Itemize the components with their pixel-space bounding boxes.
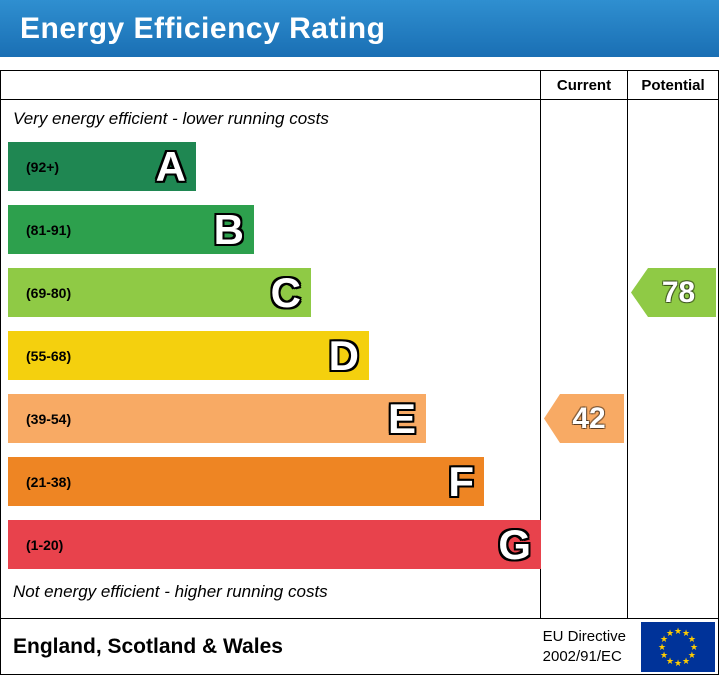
band-b-letter: B bbox=[213, 205, 244, 253]
svg-text:★: ★ bbox=[660, 651, 668, 661]
region-label: England, Scotland & Wales bbox=[13, 634, 283, 658]
eu-flag-icon: ★ ★ ★ ★ ★ ★ ★ ★ ★ ★ ★ ★ bbox=[641, 621, 715, 672]
band-c-range: (69-80) bbox=[26, 284, 72, 301]
svg-text:★: ★ bbox=[690, 643, 698, 653]
band-g-bar: (1-20) G bbox=[8, 520, 541, 569]
top-note: Very energy efficient - lower running co… bbox=[13, 109, 329, 128]
svg-text:★: ★ bbox=[688, 635, 696, 645]
band-g-range: (1-20) bbox=[26, 536, 64, 553]
current-column-header: Current bbox=[540, 71, 627, 99]
band-b-bar: (81-91) B bbox=[8, 205, 254, 254]
page-title: Energy Efficiency Rating bbox=[20, 11, 386, 45]
band-a-letter: A bbox=[155, 142, 186, 190]
band-e-range: (39-54) bbox=[26, 410, 72, 427]
svg-text:★: ★ bbox=[674, 627, 682, 637]
band-c-letter: C bbox=[270, 268, 301, 316]
band-f-letter: F bbox=[448, 457, 474, 505]
band-d-letter: D bbox=[328, 331, 359, 379]
band-e-bar: (39-54) E bbox=[8, 394, 426, 443]
epc-chart: Current Potential Very energy efficient … bbox=[0, 70, 719, 675]
band-e-letter: E bbox=[387, 394, 416, 442]
band-f-range: (21-38) bbox=[26, 473, 72, 490]
band-d-range: (55-68) bbox=[26, 347, 72, 364]
potential-rating-pointer: 78 bbox=[631, 268, 716, 317]
band-f-bar: (21-38) F bbox=[8, 457, 484, 506]
svg-text:★: ★ bbox=[666, 656, 674, 666]
bottom-note: Not energy efficient - higher running co… bbox=[13, 582, 328, 601]
current-rating-value: 42 bbox=[572, 401, 606, 435]
svg-text:★: ★ bbox=[666, 629, 674, 639]
svg-text:★: ★ bbox=[658, 643, 666, 653]
eu-directive-label: EU Directive 2002/91/EC bbox=[543, 627, 626, 666]
svg-text:★: ★ bbox=[682, 629, 690, 639]
svg-text:★: ★ bbox=[682, 656, 690, 666]
potential-column-divider bbox=[627, 100, 628, 618]
chart-body: Very energy efficient - lower running co… bbox=[1, 100, 718, 619]
band-c-bar: (69-80) C bbox=[8, 268, 311, 317]
title-banner: Energy Efficiency Rating bbox=[0, 0, 719, 57]
potential-column-header: Potential bbox=[627, 71, 718, 99]
svg-text:★: ★ bbox=[660, 635, 668, 645]
current-rating-pointer: 42 bbox=[544, 394, 624, 443]
svg-text:★: ★ bbox=[688, 651, 696, 661]
band-a-range: (92+) bbox=[26, 158, 60, 175]
band-b-range: (81-91) bbox=[26, 221, 72, 238]
column-header-row: Current Potential bbox=[1, 71, 718, 100]
footer-row: England, Scotland & Wales EU Directive 2… bbox=[1, 619, 718, 674]
eu-directive-line2: 2002/91/EC bbox=[542, 647, 622, 665]
svg-text:★: ★ bbox=[674, 659, 682, 669]
band-a-bar: (92+) A bbox=[8, 142, 196, 191]
current-column-divider bbox=[540, 100, 541, 618]
potential-rating-value: 78 bbox=[661, 275, 696, 309]
band-d-bar: (55-68) D bbox=[8, 331, 369, 380]
band-g-letter: G bbox=[498, 520, 531, 568]
eu-directive-line1: EU Directive bbox=[542, 628, 626, 645]
header-spacer-cell bbox=[1, 71, 540, 99]
